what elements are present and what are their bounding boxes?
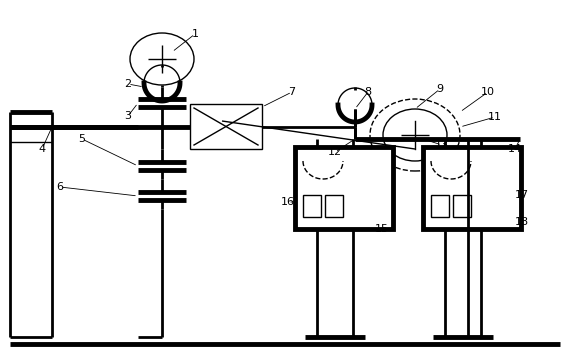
Text: 3: 3 [125, 111, 132, 121]
Ellipse shape [370, 99, 460, 171]
Bar [295, 147, 393, 229]
Bar [453, 195, 471, 217]
Text: 1: 1 [192, 29, 199, 39]
Ellipse shape [383, 109, 447, 161]
Bar [325, 195, 343, 217]
Text: 14: 14 [508, 144, 522, 154]
Bar [431, 195, 449, 217]
Bar [303, 195, 321, 217]
Text: 11: 11 [488, 112, 502, 122]
Text: 16: 16 [281, 197, 295, 207]
Text: 12: 12 [328, 147, 342, 157]
Text: 13: 13 [435, 140, 449, 150]
Text: 2: 2 [125, 79, 132, 89]
Text: 10: 10 [481, 87, 495, 97]
Ellipse shape [130, 33, 194, 85]
Text: 15: 15 [375, 224, 389, 234]
Text: 4: 4 [38, 144, 45, 154]
Text: 7: 7 [289, 87, 296, 97]
Text: 8: 8 [365, 87, 372, 97]
Text: 6: 6 [56, 182, 64, 192]
Bar [190, 104, 262, 149]
Bar [423, 147, 521, 229]
Text: 17: 17 [515, 190, 529, 200]
Text: 5: 5 [79, 134, 85, 144]
Text: 9: 9 [436, 84, 443, 94]
Text: 18: 18 [515, 217, 529, 227]
